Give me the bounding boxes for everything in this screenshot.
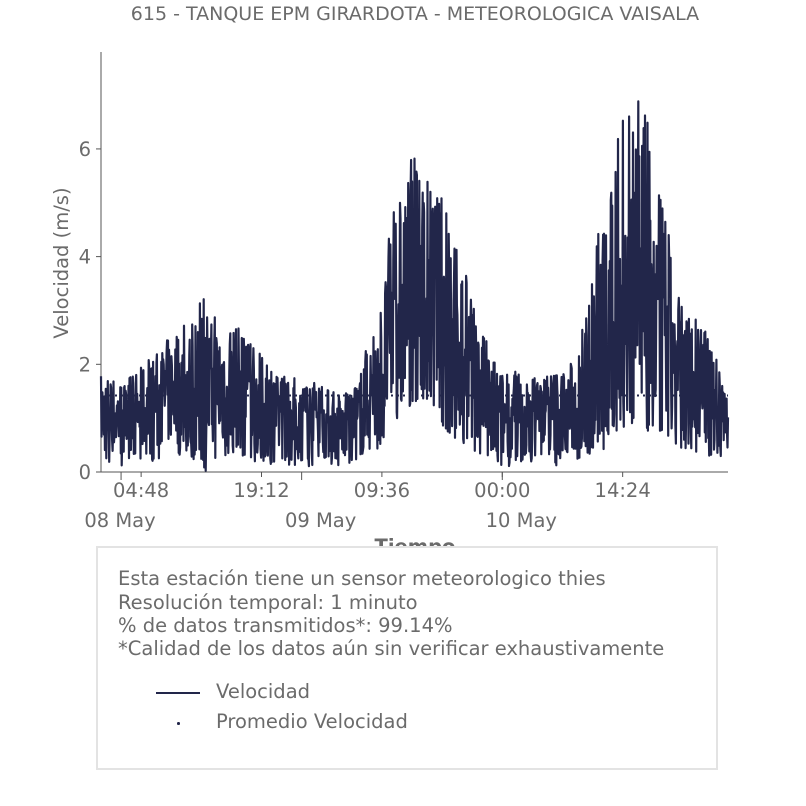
- info-box: Esta estación tiene un sensor meteorolog…: [96, 546, 718, 770]
- y-tick-label: 2: [79, 353, 91, 376]
- y-tick-label: 6: [79, 138, 91, 161]
- legend-velocidad-swatch: [156, 692, 200, 694]
- x-date-label: 08 May: [84, 509, 155, 532]
- legend-velocidad-label: Velocidad: [216, 680, 311, 703]
- x-tick-label: 04:48: [113, 479, 169, 502]
- x-tick-label: 14:24: [595, 479, 651, 502]
- y-tick-label: 0: [79, 461, 91, 484]
- x-tick-label: 00:00: [474, 479, 530, 502]
- x-date-label: 09 May: [285, 509, 356, 532]
- y-axis-label: Velocidad (m/s): [50, 187, 73, 338]
- info-resolution-text: Resolución temporal: 1 minuto: [118, 591, 418, 614]
- x-tick-label: 09:36: [354, 479, 410, 502]
- series-velocidad-line: [99, 100, 730, 472]
- info-transmitted-text: % de datos transmitidos*: 99.14%: [118, 614, 453, 637]
- x-date-label: 10 May: [486, 509, 557, 532]
- info-quality-note: *Calidad de los datos aún sin verificar …: [118, 637, 665, 660]
- plot-area: 0 2 4 6 04:48 19:12 09:36 00:00 14:24 08 May 09 Ma…: [79, 52, 730, 532]
- legend-promedio-label: Promedio Velocidad: [216, 710, 408, 733]
- legend-promedio-swatch: [177, 722, 180, 725]
- x-tick-label: 19:12: [233, 479, 289, 502]
- chart-title: 615 - TANQUE EPM GIRARDOTA - METEOROLOGI…: [131, 3, 699, 25]
- y-tick-label: 4: [79, 246, 91, 269]
- info-sensor-text: Esta estación tiene un sensor meteorolog…: [118, 567, 606, 590]
